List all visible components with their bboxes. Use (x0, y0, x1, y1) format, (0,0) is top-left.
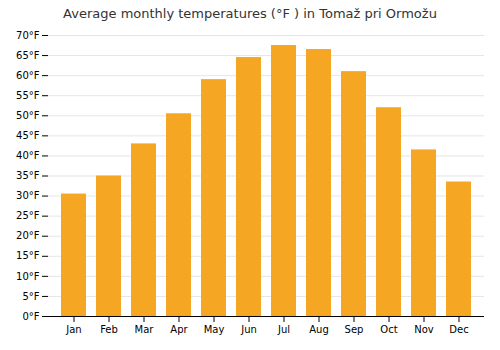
svg-text:Feb: Feb (100, 324, 118, 335)
svg-text:30°F: 30°F (16, 190, 40, 201)
html-text:Average monthly temperatures (: Average monthly temperatures (°F ) in To… (63, 6, 437, 21)
svg-text:25°F: 25°F (16, 210, 40, 221)
svg-text:20°F: 20°F (16, 230, 40, 241)
svg-text:Dec: Dec (449, 324, 468, 335)
svg-text:Mar: Mar (135, 324, 155, 335)
svg-text:Jan: Jan (65, 324, 81, 335)
svg-text:0°F: 0°F (22, 311, 39, 322)
svg-text:35°F: 35°F (16, 170, 40, 181)
svg-text:May: May (204, 324, 225, 335)
svg-text:55°F: 55°F (16, 90, 40, 101)
svg-text:65°F: 65°F (16, 50, 40, 61)
svg-text:10°F: 10°F (16, 271, 40, 282)
svg-text:Aug: Aug (309, 324, 329, 335)
svg-text:Jun: Jun (240, 324, 257, 335)
svg-text:60°F: 60°F (16, 70, 40, 81)
svg-text:Apr: Apr (170, 324, 188, 335)
svg-text:Jul: Jul (277, 324, 290, 335)
svg-text:45°F: 45°F (16, 130, 40, 141)
svg-text:Oct: Oct (380, 324, 397, 335)
svg-text:40°F: 40°F (16, 150, 40, 161)
svg-text:50°F: 50°F (16, 110, 40, 121)
svg-text:Nov: Nov (414, 324, 434, 335)
svg-text:5°F: 5°F (22, 291, 39, 302)
svg-text:15°F: 15°F (16, 250, 40, 261)
svg-text:70°F: 70°F (16, 30, 40, 41)
svg-text:Sep: Sep (345, 324, 364, 335)
